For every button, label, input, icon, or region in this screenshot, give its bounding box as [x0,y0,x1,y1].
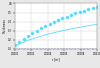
analytical [66,29,67,30]
analytical [79,27,80,28]
digital [88,9,89,10]
analytical [96,24,98,25]
digital [70,15,72,16]
analytical [70,28,72,29]
analytical [58,31,59,32]
analytical [53,32,54,33]
digital [27,35,28,36]
digital [45,26,46,27]
Line: digital: digital [14,6,98,46]
analytical [14,46,16,47]
digital [75,13,76,14]
digital [84,10,85,11]
digital [96,6,98,7]
analytical [23,42,24,43]
digital [36,30,37,31]
analytical [27,40,28,41]
digital [53,21,54,22]
X-axis label: r [m]: r [m] [52,57,60,61]
analytical [49,33,50,34]
analytical [40,36,42,37]
Line: analytical: analytical [15,24,97,46]
digital [66,16,67,17]
digital [58,19,59,20]
digital [32,33,33,34]
Y-axis label: Thickness: Thickness [3,19,7,34]
analytical [62,30,63,31]
analytical [36,37,37,38]
digital [14,45,16,46]
analytical [84,26,85,27]
analytical [45,34,46,35]
digital [19,42,20,43]
analytical [88,25,89,26]
digital [40,28,42,29]
